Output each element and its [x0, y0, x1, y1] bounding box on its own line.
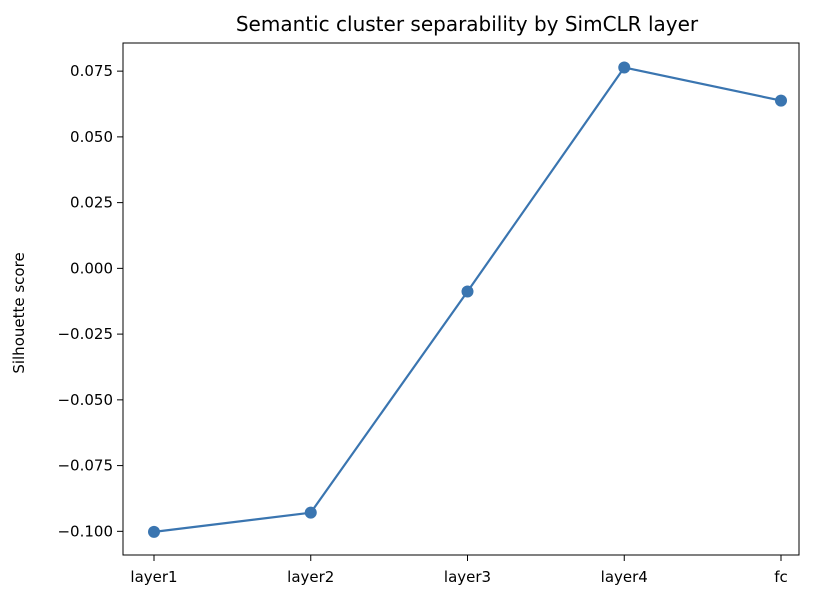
- x-tick-label-layer2: layer2: [287, 568, 334, 586]
- data-point-fc: [775, 94, 787, 107]
- axis-ticks: layer1 layer2 layer3 layer4 fc −0.100 −0.075 −0…: [57, 62, 787, 586]
- data-point-layer2: [304, 506, 317, 519]
- x-tick-label-fc: fc: [774, 568, 788, 586]
- x-tick-label-layer4: layer4: [601, 568, 648, 586]
- data-point-layer3: [461, 285, 474, 298]
- y-tick-label-6: 0.050: [70, 128, 113, 146]
- chart-title: Semantic cluster separability by SimCLR …: [236, 12, 699, 36]
- y-tick-label-2: −0.050: [57, 391, 113, 409]
- y-tick-label-3: −0.025: [57, 325, 113, 343]
- series-line-0: [153, 66, 782, 533]
- data-point-layer4: [618, 61, 631, 74]
- data-point-layer1: [148, 525, 160, 538]
- y-tick-label-7: 0.075: [70, 62, 113, 80]
- plot-area-frame: [122, 42, 800, 556]
- y-tick-label-0: −0.100: [57, 522, 113, 540]
- plot-marks: [148, 61, 787, 538]
- y-tick-label-5: 0.025: [70, 194, 113, 212]
- y-tick-label-1: −0.075: [57, 457, 113, 475]
- x-tick-label-layer1: layer1: [130, 568, 177, 586]
- x-tick-label-layer3: layer3: [444, 568, 491, 586]
- y-tick-label-4: 0.000: [70, 259, 113, 277]
- y-axis-label: Silhouette score: [10, 252, 28, 373]
